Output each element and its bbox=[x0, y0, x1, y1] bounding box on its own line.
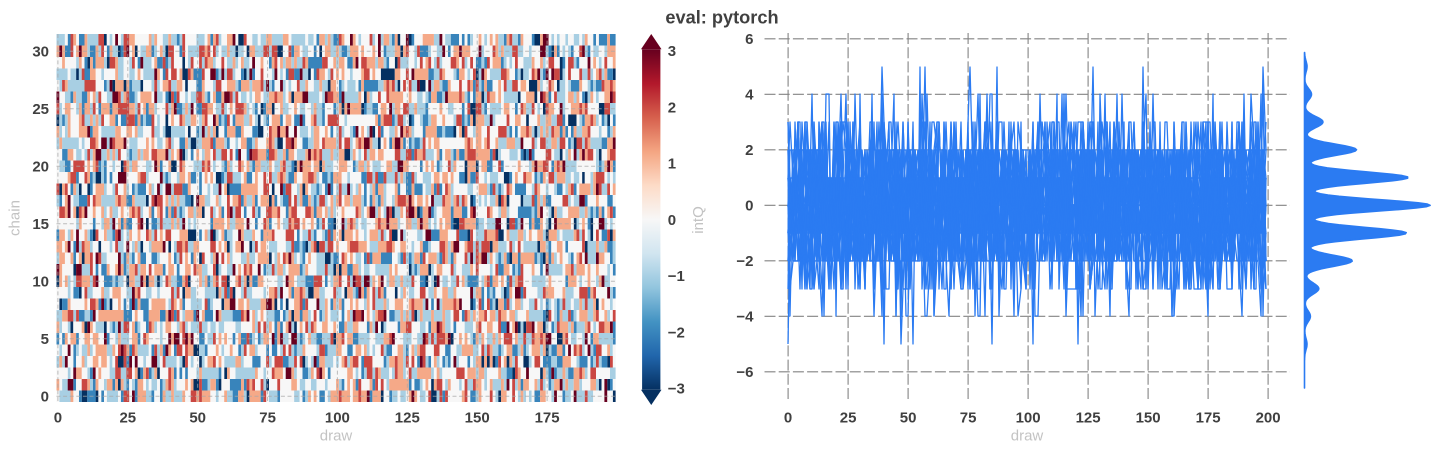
svg-text:0: 0 bbox=[41, 389, 49, 406]
svg-text:chain: chain bbox=[7, 200, 24, 236]
svg-text:5: 5 bbox=[41, 331, 49, 348]
svg-text:−3: −3 bbox=[668, 381, 685, 398]
svg-text:−6: −6 bbox=[736, 364, 753, 381]
svg-text:20: 20 bbox=[32, 159, 49, 176]
svg-text:−2: −2 bbox=[668, 324, 685, 341]
svg-text:125: 125 bbox=[395, 410, 420, 427]
svg-text:25: 25 bbox=[32, 101, 49, 118]
svg-text:30: 30 bbox=[32, 44, 49, 61]
svg-text:175: 175 bbox=[1196, 410, 1221, 427]
svg-text:0: 0 bbox=[668, 212, 676, 229]
svg-text:6: 6 bbox=[745, 31, 753, 48]
svg-text:0: 0 bbox=[54, 410, 62, 427]
svg-text:75: 75 bbox=[960, 410, 977, 427]
svg-text:−2: −2 bbox=[736, 253, 753, 270]
svg-text:50: 50 bbox=[900, 410, 917, 427]
svg-text:25: 25 bbox=[119, 410, 136, 427]
svg-text:3: 3 bbox=[668, 43, 676, 60]
svg-text:15: 15 bbox=[32, 216, 49, 233]
svg-text:100: 100 bbox=[1016, 410, 1041, 427]
svg-text:150: 150 bbox=[1136, 410, 1161, 427]
svg-text:0: 0 bbox=[745, 198, 753, 215]
svg-text:0: 0 bbox=[784, 410, 792, 427]
svg-text:25: 25 bbox=[840, 410, 857, 427]
svg-text:75: 75 bbox=[259, 410, 276, 427]
svg-text:50: 50 bbox=[189, 410, 206, 427]
svg-text:−1: −1 bbox=[668, 268, 685, 285]
svg-text:100: 100 bbox=[325, 410, 350, 427]
svg-text:2: 2 bbox=[745, 142, 753, 159]
svg-text:150: 150 bbox=[465, 410, 490, 427]
svg-text:draw: draw bbox=[1011, 428, 1044, 445]
svg-text:10: 10 bbox=[32, 274, 49, 291]
svg-text:4: 4 bbox=[745, 87, 754, 104]
svg-text:200: 200 bbox=[1256, 410, 1281, 427]
svg-text:intQ: intQ bbox=[690, 206, 707, 234]
svg-text:−4: −4 bbox=[736, 309, 754, 326]
svg-text:2: 2 bbox=[668, 99, 676, 116]
svg-text:1: 1 bbox=[668, 156, 676, 173]
svg-text:125: 125 bbox=[1076, 410, 1101, 427]
svg-text:draw: draw bbox=[320, 428, 353, 445]
svg-text:eval: pytorch: eval: pytorch bbox=[665, 8, 778, 28]
svg-text:175: 175 bbox=[535, 410, 560, 427]
